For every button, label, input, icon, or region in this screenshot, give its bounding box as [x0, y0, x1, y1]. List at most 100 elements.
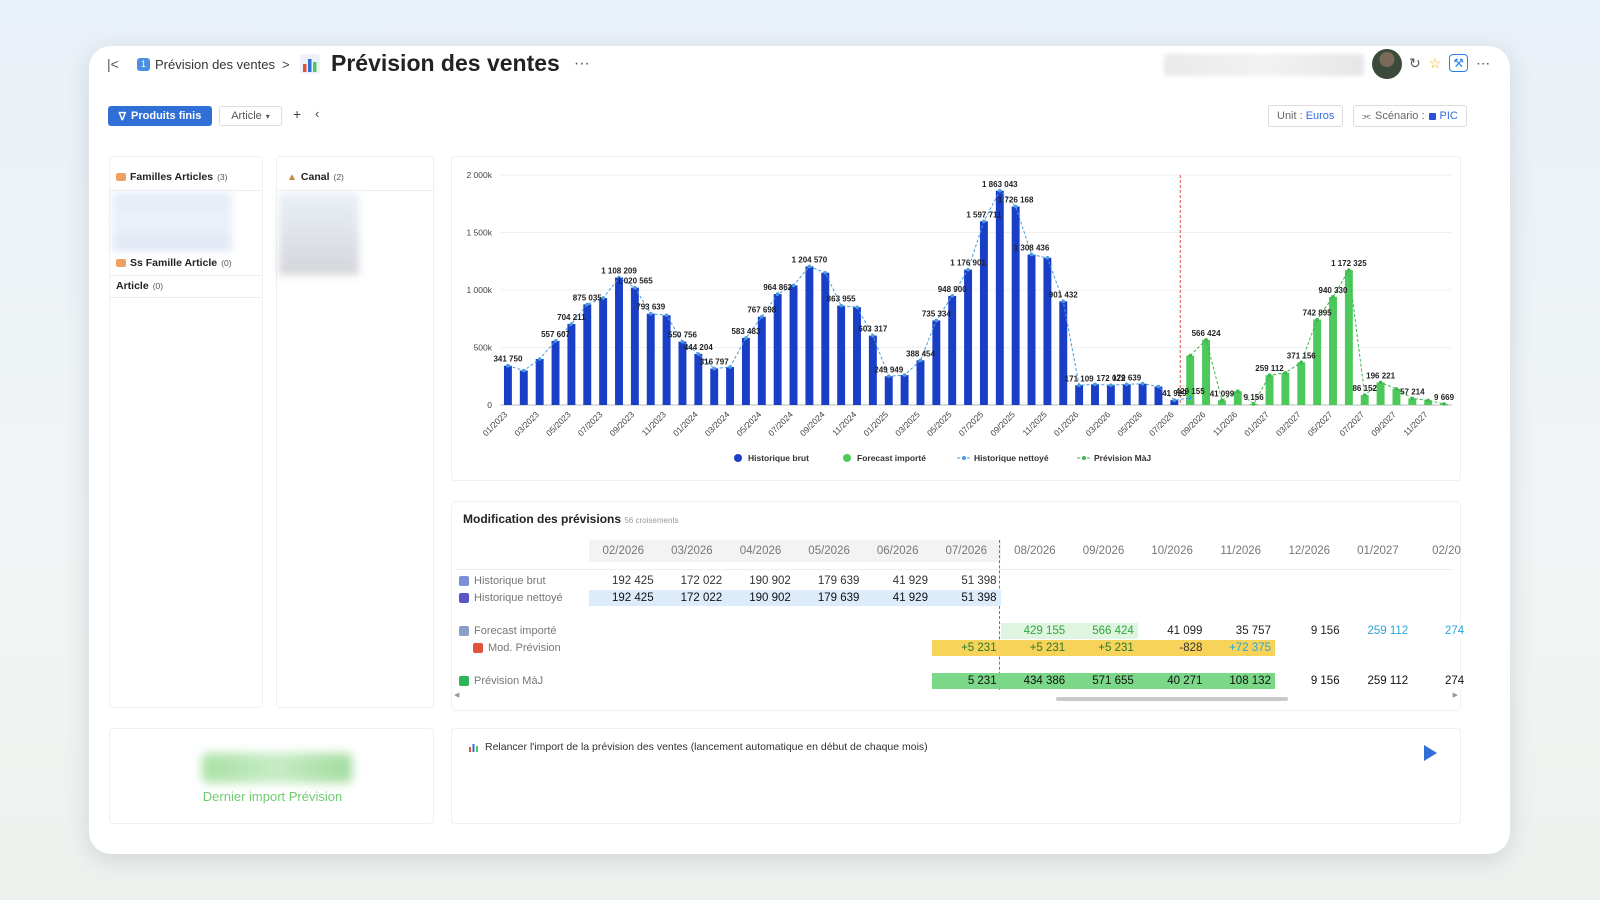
bar-historique-brut[interactable] — [1043, 257, 1052, 405]
familles-list-blurred[interactable] — [112, 193, 232, 251]
scenario-selector[interactable]: ⫘ Scénario : PIC — [1353, 105, 1467, 127]
bar-historique-brut[interactable] — [884, 376, 893, 405]
cell-mod-prevision[interactable]: +72 375 — [1206, 640, 1275, 656]
cell-mod-prevision[interactable]: +5 231 — [932, 640, 1001, 656]
bar-historique-brut[interactable] — [503, 365, 512, 405]
bar-historique-brut[interactable] — [726, 367, 735, 405]
bar-forecast-importe[interactable] — [1392, 388, 1401, 405]
bar-historique-brut[interactable] — [837, 305, 846, 405]
bar-forecast-importe[interactable] — [1265, 375, 1274, 405]
cell-mod-prevision[interactable]: +5 231 — [1069, 640, 1138, 656]
bar-historique-brut[interactable] — [979, 221, 988, 405]
tools-icon[interactable]: ⚒ — [1449, 54, 1469, 72]
cell-historique-nettoye[interactable]: 41 929 — [863, 590, 932, 606]
more-icon[interactable]: ⋯ — [1476, 54, 1491, 71]
bar-historique-brut[interactable] — [821, 272, 830, 405]
bar-historique-brut[interactable] — [694, 353, 703, 405]
bar-historique-brut[interactable] — [1138, 383, 1147, 405]
bar-historique-brut[interactable] — [805, 266, 814, 405]
breadcrumb-label[interactable]: Prévision des ventes — [155, 57, 275, 72]
facet-familles-header[interactable]: Familles Articles (3) — [116, 171, 227, 183]
bar-forecast-importe[interactable] — [1297, 362, 1306, 405]
bar-forecast-importe[interactable] — [1233, 391, 1242, 405]
bar-historique-brut[interactable] — [678, 341, 687, 405]
bar-historique-brut[interactable] — [1122, 384, 1131, 405]
breadcrumb[interactable]: 1 Prévision des ventes > — [137, 57, 290, 72]
bar-forecast-importe[interactable] — [1329, 296, 1337, 405]
facet-canal-header[interactable]: ▲ Canal (2) — [287, 171, 344, 183]
bar-historique-brut[interactable] — [567, 324, 576, 405]
bar-historique-brut[interactable] — [964, 269, 973, 405]
cell-historique-nettoye[interactable]: 179 639 — [794, 590, 864, 606]
bar-historique-brut[interactable] — [630, 287, 639, 405]
bar-forecast-importe[interactable] — [1408, 398, 1417, 405]
cell-mod-prevision[interactable]: -828 — [1137, 640, 1207, 656]
cell-historique-nettoye[interactable]: 51 398 — [932, 590, 1001, 606]
bar-historique-brut[interactable] — [519, 370, 528, 406]
chevron-left-icon[interactable]: ‹ — [315, 106, 320, 121]
bar-historique-brut[interactable] — [773, 294, 782, 405]
bar-historique-brut[interactable] — [741, 337, 750, 405]
bar-historique-brut[interactable] — [900, 375, 909, 405]
facet-article-header[interactable]: Article (0) — [116, 280, 163, 292]
bar-forecast-importe[interactable] — [1202, 339, 1211, 405]
facet-ssfamille-header[interactable]: Ss Famille Article (0) — [116, 257, 232, 269]
star-icon[interactable]: ☆ — [1428, 54, 1442, 71]
bar-historique-brut[interactable] — [1170, 400, 1179, 405]
history-icon[interactable]: ↻ — [1409, 54, 1421, 71]
cell-historique-nettoye[interactable]: 190 902 — [726, 590, 795, 606]
unit-selector[interactable]: Unit : Euros — [1268, 105, 1344, 127]
bar-historique-brut[interactable] — [551, 340, 560, 405]
bar-forecast-importe[interactable] — [1186, 355, 1195, 405]
bar-historique-brut[interactable] — [662, 315, 671, 405]
bar-historique-brut[interactable] — [948, 295, 957, 405]
canal-list-blurred[interactable] — [279, 193, 359, 275]
bar-historique-brut[interactable] — [853, 307, 861, 405]
bar-forecast-importe[interactable] — [1217, 400, 1226, 405]
add-icon[interactable]: + — [293, 106, 302, 122]
play-button-icon[interactable] — [1424, 745, 1437, 761]
bar-historique-brut[interactable] — [646, 313, 655, 405]
bar-historique-brut[interactable] — [1027, 254, 1036, 405]
bar-historique-brut[interactable] — [1075, 385, 1084, 405]
scroll-right-icon[interactable]: ▶ — [1452, 692, 1458, 699]
bar-historique-brut[interactable] — [535, 359, 544, 405]
bar-forecast-importe[interactable] — [1376, 382, 1385, 405]
scroll-left-icon[interactable]: ◀ — [454, 692, 460, 699]
bar-historique-brut[interactable] — [868, 335, 877, 405]
bar-historique-brut[interactable] — [1106, 385, 1115, 405]
bar-historique-brut[interactable] — [932, 320, 941, 405]
bar-historique-brut[interactable] — [757, 316, 766, 405]
avatar[interactable] — [1372, 49, 1402, 79]
bar-historique-brut[interactable] — [916, 360, 925, 405]
bar-historique-brut[interactable] — [1154, 386, 1163, 405]
collapse-left-icon[interactable]: |< — [107, 56, 119, 72]
bar-historique-brut[interactable] — [995, 190, 1004, 405]
horizontal-scrollbar[interactable]: ◀ ▶ — [454, 692, 1458, 702]
scrollbar-thumb[interactable] — [1056, 697, 1288, 701]
bar-historique-brut[interactable] — [710, 368, 719, 405]
bar-historique-brut[interactable] — [1059, 301, 1068, 405]
bar-forecast-importe[interactable] — [1360, 395, 1369, 405]
bar-historique-brut[interactable] — [789, 285, 798, 405]
legend-label[interactable]: Historique nettoyé — [974, 453, 1049, 463]
bar-forecast-importe[interactable] — [1313, 319, 1322, 405]
cell-historique-nettoye[interactable]: 192 425 — [589, 590, 658, 606]
bar-forecast-importe[interactable] — [1344, 270, 1353, 405]
bar-historique-brut[interactable] — [599, 298, 608, 405]
cell-historique-nettoye[interactable]: 172 022 — [657, 590, 727, 606]
bar-forecast-importe[interactable] — [1424, 400, 1433, 405]
cell-mod-prevision[interactable]: +5 231 — [1000, 640, 1070, 656]
bar-historique-brut[interactable] — [615, 277, 623, 405]
legend-label[interactable]: Forecast importé — [857, 453, 926, 463]
legend-label[interactable]: Prévision MàJ — [1094, 453, 1151, 463]
line-point — [664, 313, 669, 318]
bar-historique-brut[interactable] — [1091, 384, 1099, 405]
title-more-icon[interactable]: ··· — [573, 54, 590, 72]
bar-historique-brut[interactable] — [1011, 206, 1020, 405]
bar-historique-brut[interactable] — [583, 304, 592, 405]
legend-label[interactable]: Historique brut — [748, 453, 809, 463]
article-dropdown[interactable]: Article ▾ — [219, 106, 282, 126]
bar-forecast-importe[interactable] — [1281, 372, 1290, 405]
filter-produits-finis-button[interactable]: ∇ Produits finis — [108, 106, 212, 126]
